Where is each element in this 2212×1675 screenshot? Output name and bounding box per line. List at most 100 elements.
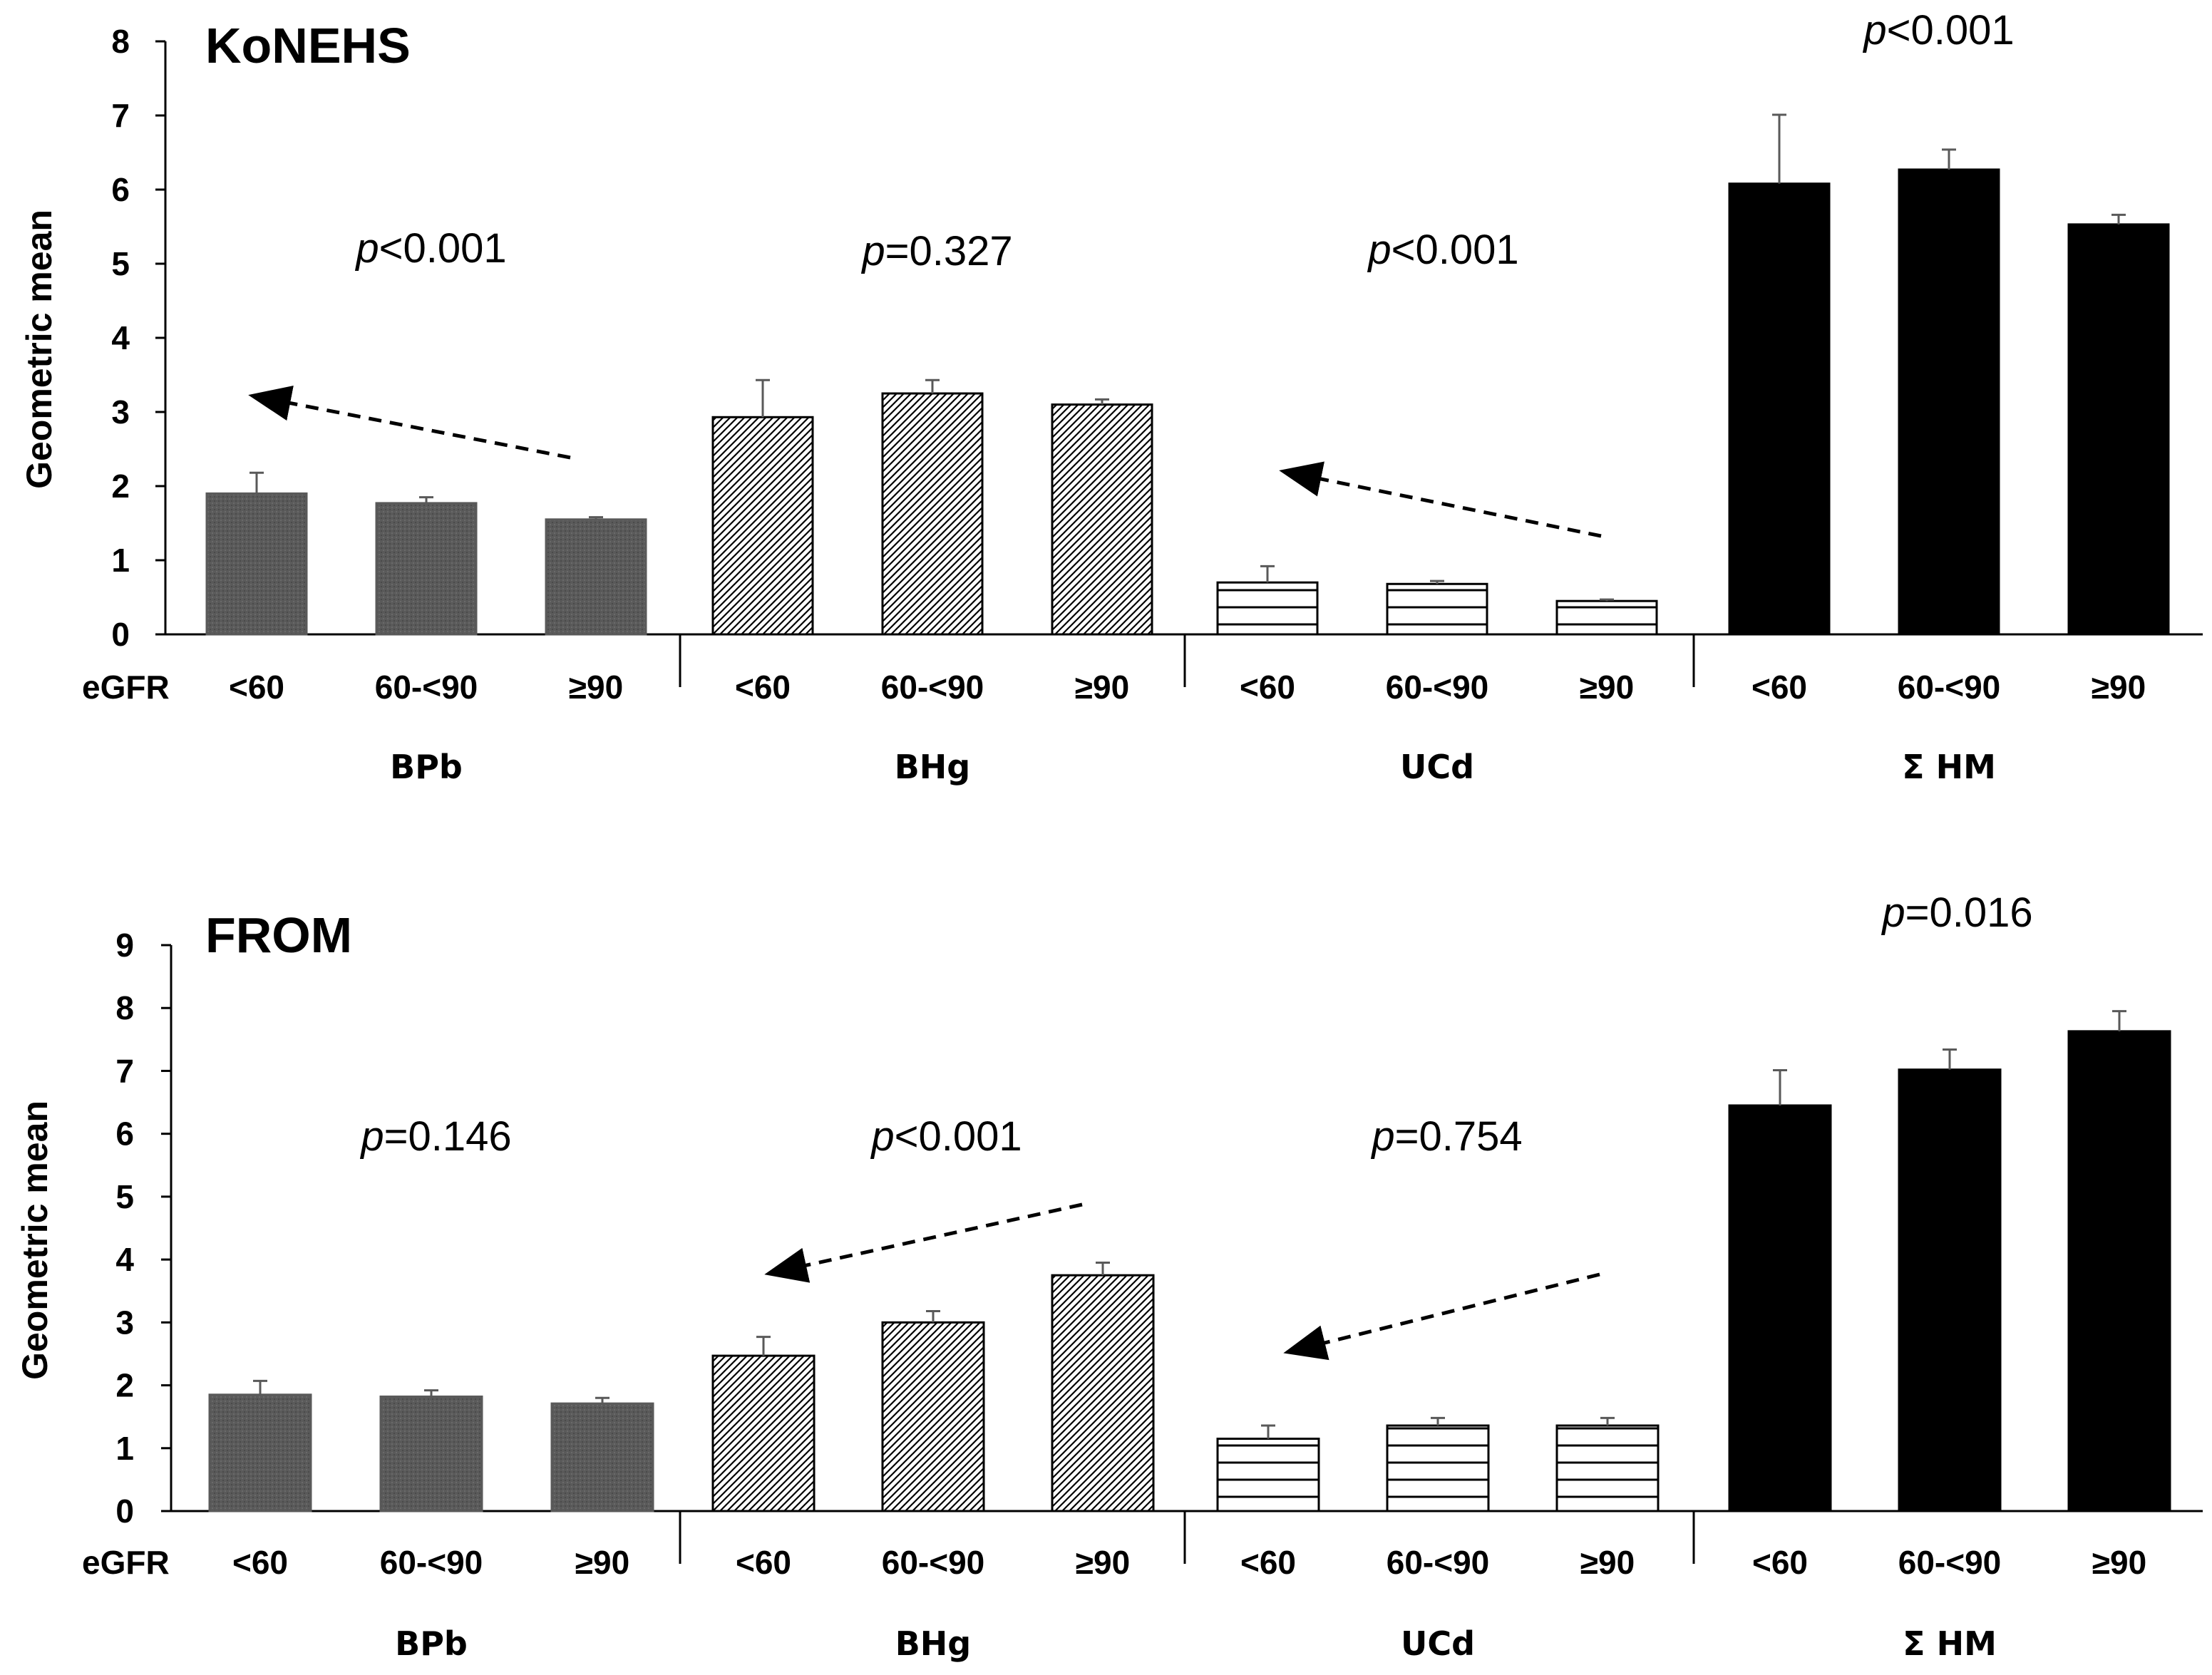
group-label: BPb — [395, 1624, 468, 1663]
axes — [170, 945, 2203, 1564]
y-tick-label: 2 — [115, 1367, 134, 1404]
y-tick-label: 4 — [115, 1241, 134, 1278]
category-label: <60 — [229, 669, 284, 706]
category-label: 60-<90 — [375, 669, 478, 706]
bars — [208, 1010, 2171, 1512]
bar-UCd-1 — [1386, 582, 1488, 636]
category-label: <60 — [232, 1544, 288, 1581]
group-label: BHg — [895, 748, 971, 786]
bar-BHg-1 — [881, 1321, 985, 1512]
y-tick-label: 8 — [115, 989, 134, 1026]
panel-title: KoNEHS — [205, 18, 411, 73]
chart-panel-from: FROM Geometric mean 0 1 2 3 4 5 6 7 8 9 eGFR <60 6… — [15, 890, 2203, 1663]
category-label: 60-<90 — [380, 1544, 483, 1581]
group-labels: BPb BHg UCd Σ HM — [395, 1624, 1997, 1663]
trend-arrows — [764, 1202, 1600, 1361]
y-tick-label: 2 — [111, 468, 130, 505]
category-label: ≥90 — [2092, 1544, 2146, 1581]
bar-UCd-0 — [1216, 581, 1319, 636]
bar-BHg-0 — [711, 1354, 816, 1512]
trend-arrow-BPb — [248, 386, 571, 460]
bar-BHg-0 — [711, 416, 814, 636]
y-tick-label: 7 — [111, 97, 130, 134]
p-value: p=0.327 — [860, 228, 1012, 274]
y-tick-label: 4 — [111, 319, 130, 356]
bar-BPb-1 — [379, 1395, 483, 1512]
y-tick-label: 1 — [115, 1430, 134, 1467]
y-tick-label: 6 — [115, 1115, 134, 1153]
bar-BHg-1 — [881, 392, 984, 636]
category-label: <60 — [1240, 1544, 1296, 1581]
category-label: ≥90 — [569, 669, 623, 706]
bar-UCd-0 — [1216, 1438, 1320, 1512]
y-tick-label: 5 — [111, 245, 130, 282]
bar-BPb-2 — [550, 1402, 654, 1512]
bar-ΣHM-1 — [1898, 168, 2000, 636]
y-tick-label: 3 — [111, 393, 130, 431]
bar-BHg-2 — [1051, 1274, 1155, 1512]
bar-BPb-0 — [205, 492, 308, 636]
category-label: <60 — [1751, 669, 1807, 706]
group-label: BPb — [390, 748, 463, 786]
bar-BPb-2 — [545, 518, 647, 636]
bar-UCd-2 — [1555, 599, 1658, 636]
bar-BPb-0 — [208, 1393, 312, 1512]
category-labels: eGFR <60 60-<90 ≥90 <60 60-<90 ≥90 <60 60-<90 ≥9… — [82, 669, 2146, 706]
p-value: p<0.001 — [870, 1113, 1022, 1160]
category-label: ≥90 — [1076, 1544, 1130, 1581]
y-axis-label: Geometric mean — [15, 1101, 55, 1380]
panel-title: FROM — [205, 907, 352, 963]
bars — [205, 113, 2170, 636]
y-ticks: 0 1 2 3 4 5 6 7 8 9 — [115, 927, 171, 1530]
p-value: p=0.016 — [1881, 890, 2032, 936]
p-values: p<0.001 p=0.327 p<0.001 p<0.001 — [354, 7, 2014, 274]
category-label: 60-<90 — [882, 1544, 985, 1581]
group-labels: BPb BHg UCd Σ HM — [390, 748, 1996, 786]
category-label: ≥90 — [1580, 669, 1634, 706]
p-value: p<0.001 — [354, 225, 506, 272]
p-value: p<0.001 — [1862, 7, 2014, 53]
p-value: p<0.001 — [1367, 227, 1518, 273]
bar-ΣHM-2 — [2067, 223, 2170, 636]
bar-BHg-2 — [1051, 403, 1153, 636]
p-value: p=0.754 — [1370, 1113, 1522, 1160]
group-label: Σ HM — [1903, 1624, 1997, 1663]
category-label: ≥90 — [1580, 1544, 1635, 1581]
y-tick-label: 6 — [111, 171, 130, 208]
y-tick-label: 0 — [115, 1493, 134, 1530]
y-tick-label: 7 — [115, 1052, 134, 1089]
bar-ΣHM-1 — [1898, 1068, 2002, 1512]
category-label: ≥90 — [1075, 669, 1129, 706]
trend-arrow-UCd — [1283, 1272, 1600, 1361]
group-label: UCd — [1400, 748, 1474, 786]
p-value: p=0.146 — [359, 1113, 511, 1160]
category-label: <60 — [735, 669, 791, 706]
group-label: BHg — [895, 1624, 972, 1663]
category-label: 60-<90 — [1898, 1544, 2002, 1581]
group-label: UCd — [1401, 1624, 1475, 1663]
p-values: p=0.146 p<0.001 p=0.754 p=0.016 — [359, 890, 2032, 1160]
category-label: <60 — [1752, 1544, 1808, 1581]
bar-ΣHM-0 — [1728, 182, 1831, 636]
trend-arrow-UCd — [1279, 461, 1602, 538]
chart-panel-konehs: KoNEHS Geometric mean 0 1 2 3 4 5 6 7 8 eGFR <60… — [19, 7, 2203, 786]
group-label: Σ HM — [1902, 748, 1996, 786]
category-label: <60 — [736, 1544, 791, 1581]
category-label: 60-<90 — [1898, 669, 2001, 706]
y-tick-label: 1 — [111, 542, 130, 579]
trend-arrow-BHg — [764, 1202, 1083, 1283]
bar-UCd-1 — [1386, 1424, 1490, 1512]
y-tick-label: 8 — [111, 23, 130, 60]
y-tick-label: 9 — [115, 927, 134, 964]
trend-arrows — [248, 386, 1602, 538]
y-ticks: 0 1 2 3 4 5 6 7 8 — [111, 23, 165, 653]
category-label: ≥90 — [575, 1544, 629, 1581]
eGFR-label: eGFR — [82, 669, 170, 706]
category-label: <60 — [1240, 669, 1295, 706]
y-axis-label: Geometric mean — [19, 210, 59, 489]
y-tick-label: 0 — [111, 616, 130, 653]
category-labels: eGFR <60 60-<90 ≥90 <60 60-<90 ≥90 <60 60-<90 ≥9… — [82, 1544, 2146, 1581]
bar-UCd-2 — [1555, 1424, 1660, 1512]
category-label: 60-<90 — [881, 669, 984, 706]
